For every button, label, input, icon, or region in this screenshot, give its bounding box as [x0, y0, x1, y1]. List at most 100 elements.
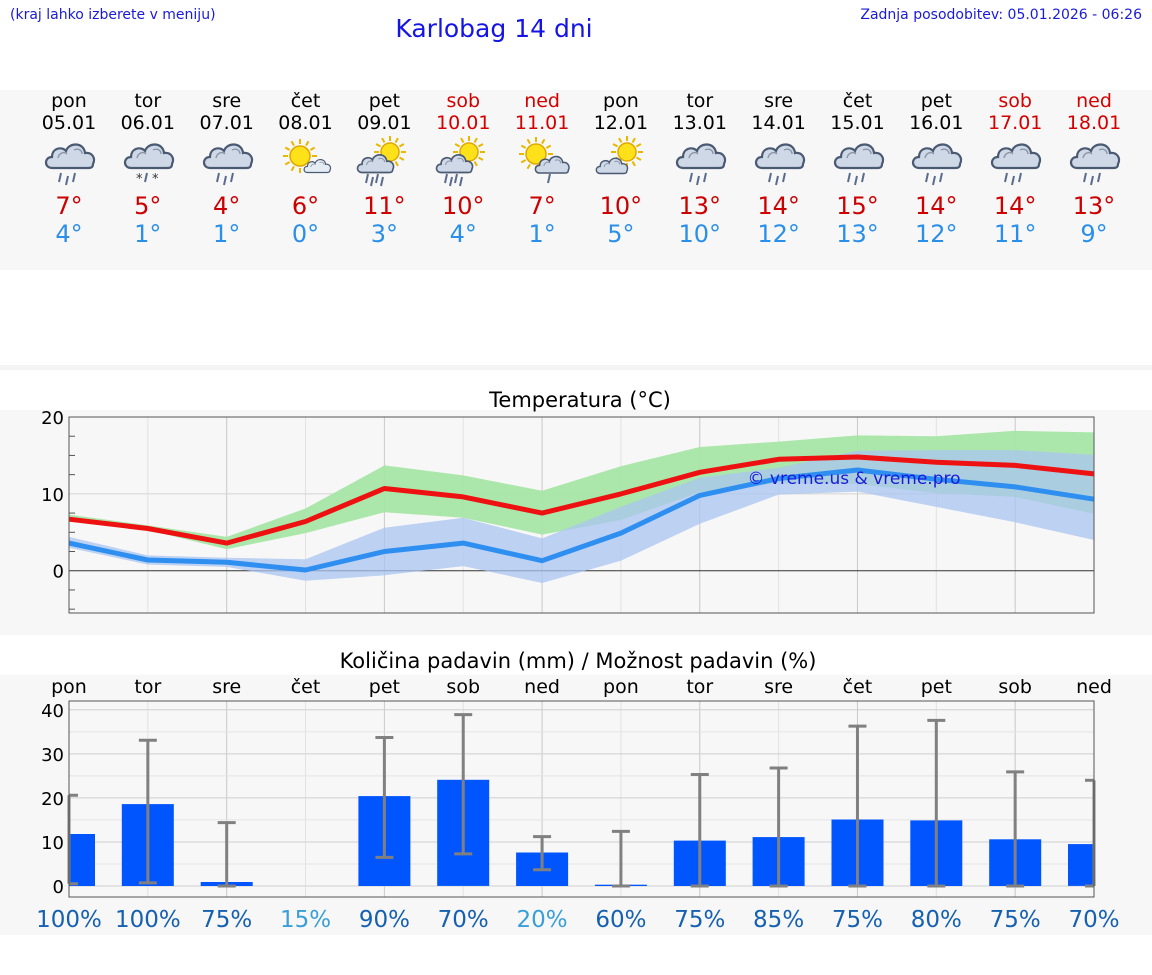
precipitation-day-label: pet [921, 676, 952, 698]
forecast-day: ned 11.01 7° 1° [502, 90, 582, 248]
min-temperature: 5° [607, 220, 635, 248]
sun-cloud-icon [591, 136, 651, 192]
min-temperature: 1° [528, 220, 556, 248]
temperature-plot-frame [68, 416, 1095, 614]
forecast-day: čet 15.01 15° 13° [818, 90, 898, 248]
precipitation-day-label: sre [212, 676, 241, 698]
day-name: tor [134, 90, 162, 112]
rain-cloud-icon [985, 136, 1045, 192]
chart-watermark: © vreme.us & vreme.pro [747, 469, 960, 489]
precipitation-day-label: sob [446, 676, 480, 698]
min-temperature-range-band [69, 450, 1094, 583]
min-temperature: 13° [836, 220, 879, 248]
max-temperature: 13° [1072, 192, 1116, 220]
precipitation-y-tick-label: 40 [41, 701, 64, 722]
day-name: tor [686, 90, 714, 112]
day-date: 07.01 [199, 112, 254, 134]
min-temperature: 3° [370, 220, 399, 248]
day-date: 06.01 [120, 112, 175, 134]
precipitation-probability: 100% [36, 907, 102, 933]
day-date: 12.01 [593, 112, 649, 134]
precipitation-day-label: čet [291, 676, 321, 698]
day-date: 16.01 [909, 112, 964, 134]
precipitation-day-label: sob [998, 676, 1032, 698]
rain-cloud-icon [670, 136, 730, 192]
rain-cloud-icon [39, 136, 99, 192]
forecast-day: pet 16.01 14° 12° [896, 90, 976, 248]
location-menu-hint[interactable]: (kraj lahko izberete v meniju) [10, 7, 216, 23]
rain-cloud-icon [1064, 136, 1124, 192]
day-name: čet [290, 90, 321, 112]
max-temperature-line [68, 454, 1095, 546]
precipitation-probability: 70% [1068, 907, 1119, 933]
day-name: sre [212, 90, 242, 112]
max-temperature: 6° [291, 192, 320, 220]
temperature-lines [68, 454, 1095, 573]
precipitation-y-tick-label: 0 [53, 877, 64, 898]
max-temperature: 7° [55, 192, 83, 220]
day-date: 17.01 [987, 112, 1043, 134]
forecast-day: sre 07.01 4° 1° [187, 90, 267, 248]
sun-rain-cloud-icon [354, 136, 414, 192]
max-temperature: 11° [363, 192, 406, 220]
day-name: sre [764, 90, 794, 112]
day-date: 15.01 [830, 112, 885, 134]
temperature-y-tick-label: 20 [41, 408, 64, 429]
precipitation-day-label: ned [524, 676, 560, 698]
forecast-strip [0, 90, 1152, 270]
precipitation-day-labels: pon tor sre čet pet sob ned pon tor sre čet pet sob n… [51, 676, 1112, 698]
temperature-chart-title: Temperatura (°C) [488, 388, 671, 412]
precipitation-probability: 90% [359, 907, 410, 933]
forecast-day: tor 13.01 13° 10° [660, 90, 740, 248]
min-temperature: 0° [291, 220, 320, 248]
temperature-y-axis: 20 10 0 [41, 408, 75, 610]
day-date: 14.01 [751, 112, 806, 134]
day-date: 09.01 [357, 112, 412, 134]
forecast-day: pon 05.01 7° 4° [29, 90, 109, 248]
precipitation-chart-title: Količina padavin (mm) / Možnost padavin … [340, 649, 817, 673]
precipitation-probability: 80% [911, 907, 962, 933]
precipitation-y-tick-label: 30 [41, 745, 64, 766]
precipitation-probability: 70% [438, 907, 489, 933]
precipitation-probabilities: 100% 100% 75% 15% 90% 70% 20% 60% 75% 85% 75% 80% 75… [36, 907, 1119, 933]
temperature-y-tick-label: 0 [53, 562, 64, 583]
max-temperature: 4° [213, 192, 241, 220]
precipitation-day-label: pon [603, 676, 639, 698]
precipitation-day-label: ned [1076, 676, 1112, 698]
precipitation-probability: 75% [832, 907, 883, 933]
precipitation-bar [1068, 844, 1094, 886]
max-temperature: 13° [678, 192, 722, 220]
forecast-day: čet 08.01 6° 0° [266, 90, 346, 248]
min-temperature: 9° [1080, 220, 1108, 248]
precipitation-y-axis: 40 30 20 10 0 [41, 701, 64, 898]
min-temperature: 12° [915, 220, 958, 248]
precipitation-day-label: čet [843, 676, 873, 698]
forecast-day: sre 14.01 14° 12° [739, 90, 819, 248]
last-update-stamp: Zadnja posodobitev: 05.01.2026 - 06:26 [860, 7, 1142, 23]
day-date: 18.01 [1066, 112, 1122, 134]
rain-cloud-icon [749, 136, 809, 192]
max-temperature: 5° [134, 192, 162, 220]
max-temperature: 14° [757, 192, 800, 220]
forecast-day: ned 18.01 13° 9° [1054, 90, 1134, 248]
max-temperature: 14° [993, 192, 1037, 220]
sun-rain-cloud-icon [433, 136, 493, 192]
day-name: pon [603, 90, 639, 112]
forecast-day: pon 12.01 10° 5° [581, 90, 661, 248]
max-temperature: 15° [836, 192, 879, 220]
day-date: 05.01 [41, 112, 97, 134]
max-temperature: 10° [599, 192, 643, 220]
day-date: 11.01 [514, 112, 570, 134]
min-temperature: 1° [213, 220, 241, 248]
day-name: čet [842, 90, 873, 112]
precipitation-probability: 100% [115, 907, 181, 933]
sleet-cloud-icon: * * [118, 136, 178, 192]
forecast-day: pet 09.01 11° 3° [344, 90, 424, 248]
day-name: sob [998, 90, 1032, 112]
forecast-day: sob 10.01 10° 4° [423, 90, 503, 248]
sun-light-rain-icon [512, 136, 572, 192]
day-name: ned [524, 90, 560, 112]
sun-small-cloud-icon [276, 136, 336, 192]
precipitation-day-label: tor [134, 676, 161, 698]
precipitation-y-tick-label: 20 [41, 789, 64, 810]
